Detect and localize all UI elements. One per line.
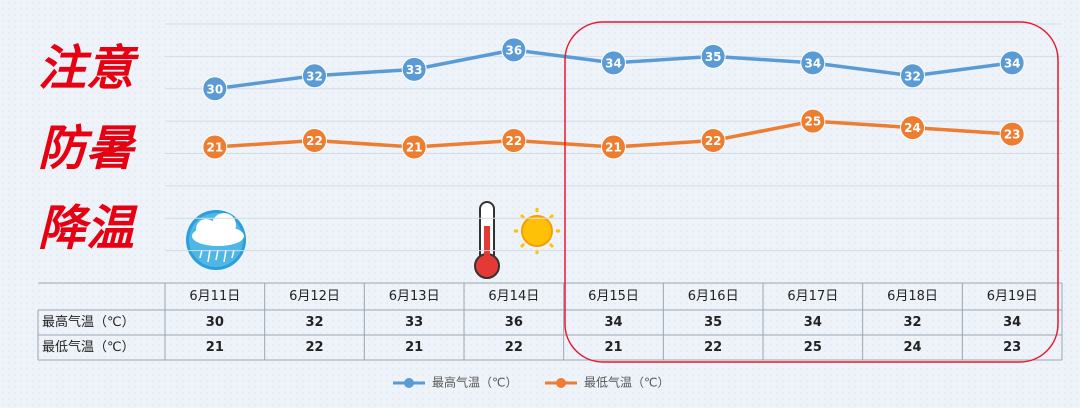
data-label: 32 — [904, 69, 921, 83]
data-label: 33 — [406, 63, 423, 77]
data-label: 32 — [306, 69, 323, 83]
data-label: 35 — [705, 50, 722, 64]
point — [900, 115, 925, 141]
x-tick-label: 6月17日 — [787, 289, 838, 304]
table-value: 22 — [704, 340, 722, 355]
point — [900, 63, 925, 89]
table-value: 22 — [505, 340, 523, 355]
row-label: 最低气温（℃） — [42, 339, 135, 355]
x-tick-label: 6月14日 — [488, 289, 539, 304]
point — [501, 128, 527, 154]
highlight-frame — [564, 21, 1059, 363]
table-value: 25 — [804, 340, 822, 355]
x-tick-label: 6月18日 — [887, 289, 938, 304]
point — [302, 128, 327, 154]
data-label: 36 — [505, 43, 522, 57]
point — [999, 50, 1025, 76]
point — [601, 134, 626, 160]
data-label: 30 — [206, 82, 223, 96]
data-label: 21 — [605, 141, 622, 155]
table-value: 30 — [206, 315, 224, 330]
thermometer-icon — [474, 201, 500, 279]
table-value: 32 — [903, 315, 921, 330]
point — [700, 128, 726, 154]
slogan-line: 注意 — [38, 41, 140, 97]
slogan-line: 防暑 — [38, 121, 137, 177]
legend-swatch — [556, 378, 566, 388]
data-label: 22 — [505, 134, 522, 148]
table-value: 21 — [405, 340, 423, 355]
table-value: 33 — [405, 315, 423, 330]
data-label: 24 — [904, 121, 921, 135]
table-value: 34 — [804, 315, 822, 330]
point — [401, 56, 427, 82]
table-value: 34 — [1003, 315, 1021, 330]
point — [302, 63, 327, 89]
slogan: 注意 防暑 降温 — [38, 41, 140, 257]
table-value: 21 — [206, 340, 224, 355]
sun-icon — [514, 208, 560, 254]
table-value: 35 — [704, 315, 722, 330]
data-label: 22 — [705, 134, 722, 148]
x-tick-label: 6月11日 — [189, 289, 240, 304]
point — [999, 121, 1025, 147]
table-value: 32 — [305, 315, 323, 330]
table-value: 34 — [604, 315, 622, 330]
x-tick-label: 6月16日 — [688, 289, 739, 304]
rain-icon — [186, 210, 246, 270]
data-label: 21 — [206, 141, 223, 155]
row-label: 最高气温（℃） — [42, 314, 135, 330]
point — [501, 37, 527, 63]
legend-swatch — [404, 378, 414, 388]
table-value: 22 — [305, 340, 323, 355]
point — [700, 43, 726, 69]
point — [202, 134, 228, 160]
plot: 6月11日 6月12日 6月13日 6月14日 6月15日 6月16日 6月17日 6月18日… — [37, 23, 1063, 390]
point — [202, 76, 228, 102]
data-label: 21 — [406, 141, 423, 155]
table-value: 21 — [604, 340, 622, 355]
legend-label: 最低气温（℃） — [584, 375, 669, 390]
legend-label: 最高气温（℃） — [432, 375, 517, 390]
data-label: 34 — [1004, 56, 1021, 70]
point — [601, 50, 626, 76]
data-label: 34 — [605, 56, 622, 70]
point — [800, 50, 826, 76]
x-tick-label: 6月15日 — [588, 289, 639, 304]
slogan-line: 降温 — [38, 201, 138, 257]
table-value: 23 — [1003, 340, 1021, 355]
x-tick-label: 6月19日 — [987, 289, 1038, 304]
data-label: 25 — [804, 115, 821, 129]
x-tick-label: 6月12日 — [289, 289, 340, 304]
table-value: 24 — [903, 340, 921, 355]
table-value: 36 — [505, 315, 523, 330]
data-label: 34 — [804, 56, 821, 70]
point — [401, 134, 427, 160]
x-tick-label: 6月13日 — [389, 289, 440, 304]
data-label: 23 — [1004, 128, 1021, 142]
point — [800, 108, 826, 134]
data-label: 22 — [306, 134, 323, 148]
